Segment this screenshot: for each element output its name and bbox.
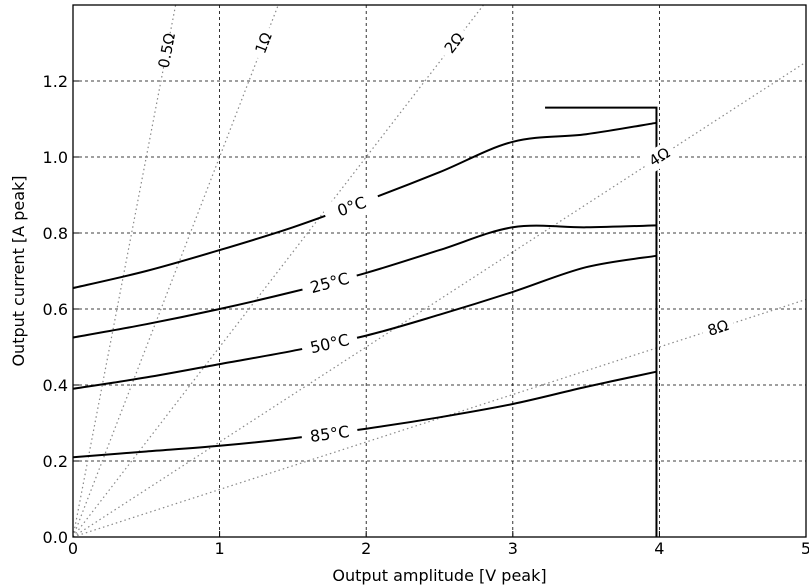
temperature-curve	[73, 254, 657, 390]
load-line	[73, 5, 177, 537]
temperature-curves	[73, 106, 658, 537]
grid-lines	[72, 5, 807, 538]
x-axis-label: Output amplitude [V peak]	[332, 566, 546, 585]
y-tick-label: 1.2	[43, 72, 68, 91]
load-line	[73, 5, 279, 537]
temperature-curve	[73, 370, 657, 459]
load-line-label-group: 8Ω	[699, 313, 737, 343]
y-tick-label: 0.6	[43, 300, 68, 319]
curve-label-backdrop	[299, 326, 360, 361]
load-line-label-group: 0.5Ω	[153, 32, 180, 70]
curve-label-backdrop	[321, 186, 382, 226]
load-line-label: 8Ω	[705, 316, 731, 340]
x-tick-label: 1	[215, 539, 225, 558]
load-label-backdrop	[699, 313, 737, 343]
load-line-label-group: 1Ω	[248, 24, 279, 62]
x-tick-label: 3	[508, 539, 518, 558]
curve-label-group: 25°C	[299, 264, 360, 301]
load-line	[73, 5, 485, 537]
x-tick-label: 0	[68, 539, 78, 558]
curve-label: 0°C	[335, 193, 369, 221]
axis-ticks: 0 1 2 3 4 5 0.0 0.2 0.4 0.6 0.8 1.0 1.2	[43, 72, 809, 558]
load-line-label: 0.5Ω	[155, 32, 179, 70]
y-axis-label: Output current [A peak]	[9, 175, 28, 366]
x-tick-label: 2	[361, 539, 371, 558]
x-tick-label: 5	[801, 539, 809, 558]
load-line	[73, 61, 806, 537]
x-tick-label: 4	[654, 539, 664, 558]
output-limit-line	[545, 106, 658, 537]
y-tick-label: 0.8	[43, 224, 68, 243]
curve-label-group: 0°C	[321, 186, 382, 226]
load-label-backdrop	[640, 139, 679, 175]
load-label-backdrop	[436, 24, 472, 62]
load-line-label-group: 2Ω	[436, 24, 472, 62]
y-tick-label: 0.2	[43, 452, 68, 471]
load-label-backdrop	[153, 32, 180, 69]
curve-label-group: 85°C	[300, 418, 359, 448]
y-tick-label: 0.0	[43, 528, 68, 547]
curve-label-backdrop	[299, 264, 360, 301]
plot-frame	[72, 4, 807, 538]
curve-label-group: 50°C	[299, 326, 360, 361]
load-label-backdrop	[248, 24, 279, 62]
y-tick-label: 0.4	[43, 376, 68, 395]
load-lines	[73, 5, 806, 537]
curve-label-backdrop	[300, 418, 359, 448]
y-tick-label: 1.0	[43, 148, 68, 167]
curve-label: 85°C	[309, 422, 351, 446]
curve-label: 50°C	[308, 330, 351, 357]
temperature-curve	[73, 224, 657, 339]
